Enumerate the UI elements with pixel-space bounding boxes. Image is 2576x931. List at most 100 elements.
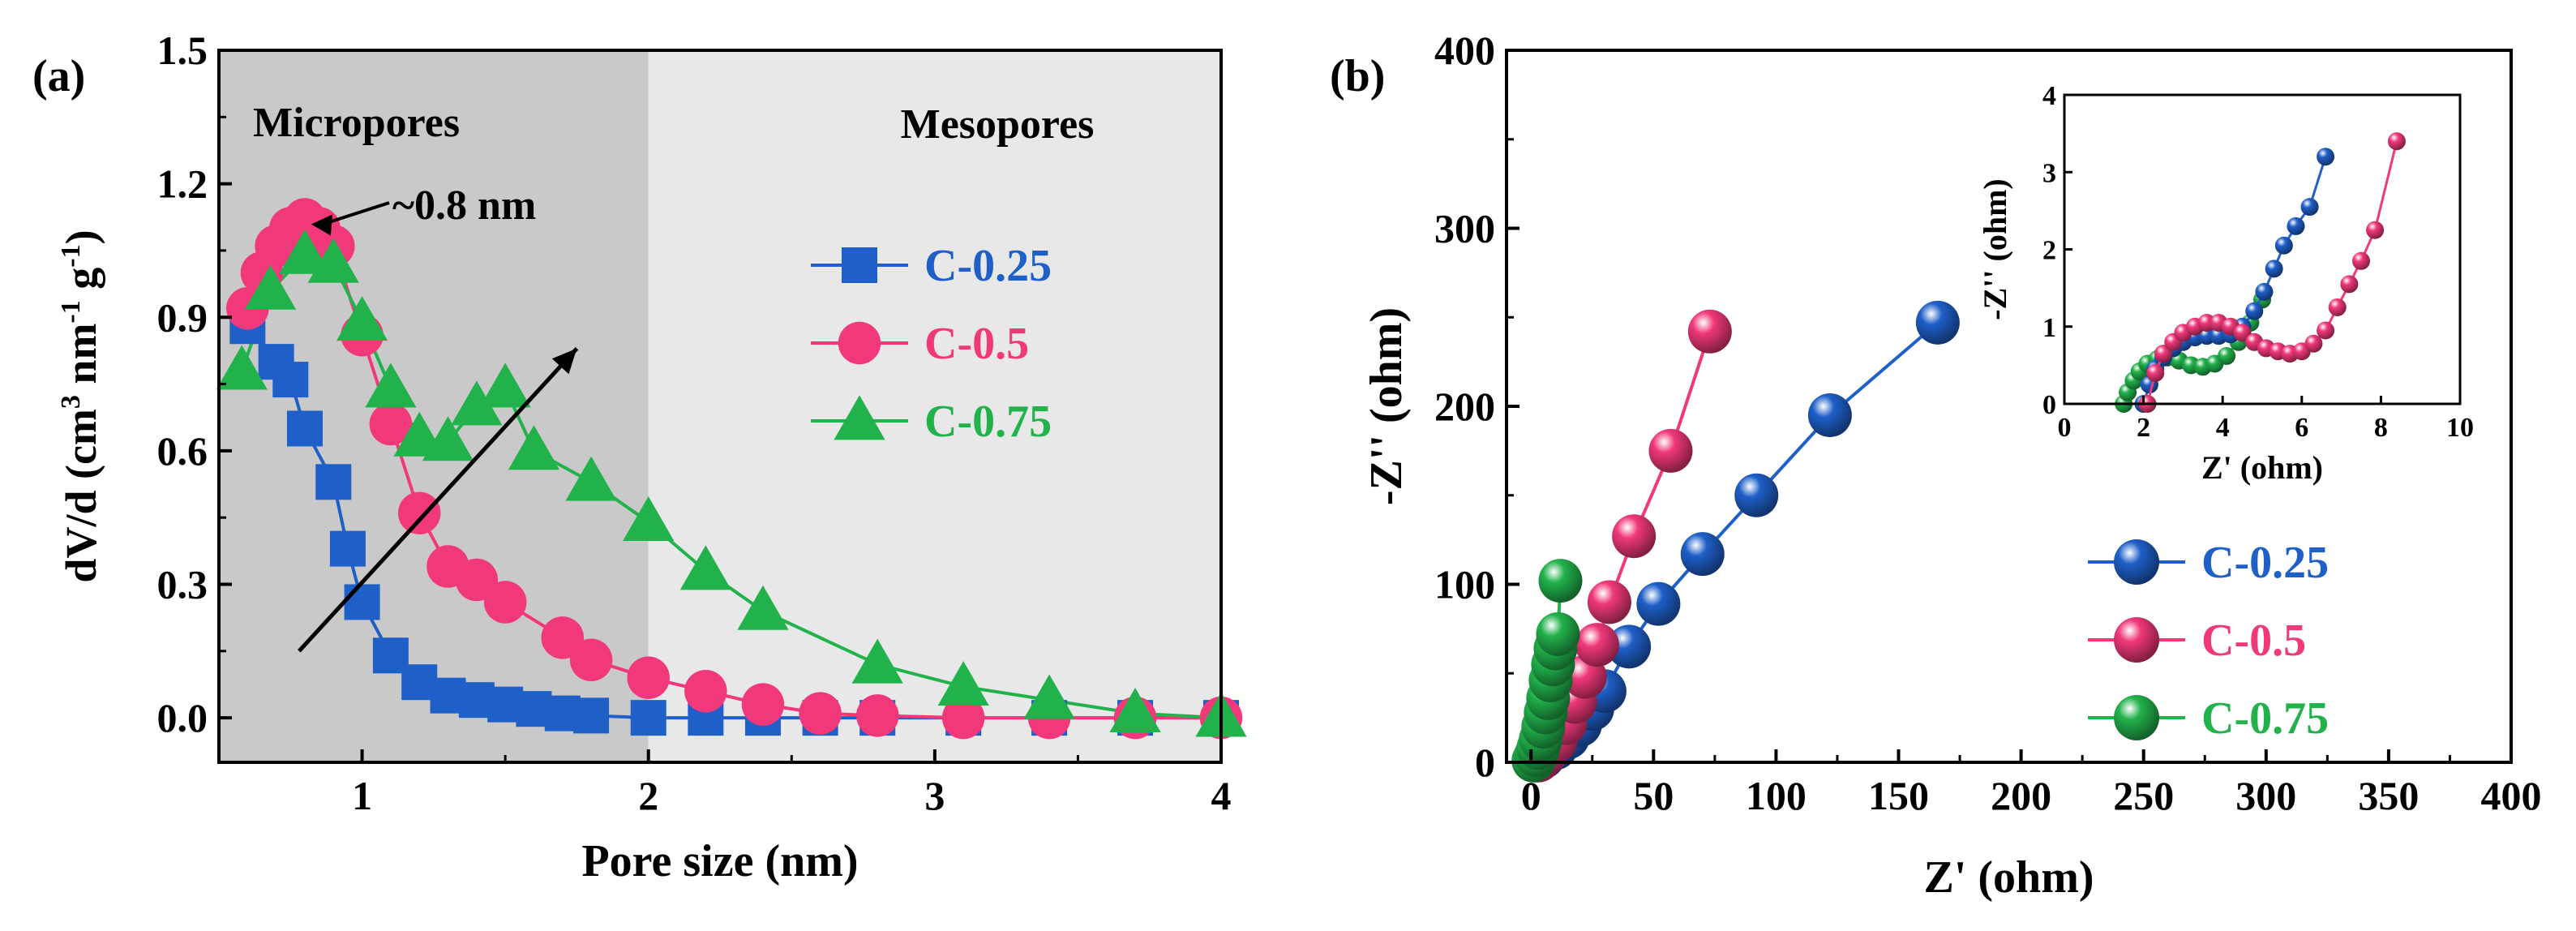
panel-a-label: (a)	[32, 51, 85, 101]
region-label-micropores: Micropores	[253, 100, 460, 146]
plot-frame	[217, 49, 1223, 764]
inset-data-point-C-0.25	[2300, 198, 2319, 217]
inset-data-point-C-0.5	[2328, 298, 2347, 316]
legend-marker-C-0.25	[2114, 539, 2159, 585]
x-tick-label: 150	[1868, 773, 1929, 818]
y-axis-label-part: -1	[56, 244, 86, 267]
y-tick-label: 200	[1434, 384, 1495, 429]
inset-y-tick-label: 2	[2042, 236, 2056, 266]
data-point-C-0.25	[573, 697, 610, 734]
data-point-C-0.5	[741, 683, 785, 726]
data-point-C-0.5	[627, 656, 670, 699]
inset-data-point-C-0.25	[2317, 148, 2335, 166]
data-point-C-0.5	[1648, 428, 1693, 473]
data-point-C-0.5	[1575, 623, 1619, 667]
panel-b-label: (b)	[1330, 51, 1385, 101]
inset-data-point-C-0.5	[2340, 275, 2359, 294]
inset-data-point-C-0.5	[2146, 363, 2165, 382]
inset-y-tick-label: 4	[2042, 81, 2056, 111]
y-tick-label: 0.3	[157, 562, 208, 607]
inset-data-point-C-0.5	[2317, 321, 2335, 340]
data-point-C-0.75	[565, 456, 617, 501]
y-tick-label: 0.6	[157, 428, 208, 474]
data-point-C-0.25	[315, 464, 352, 500]
x-axis-label: Pore size (nm)	[581, 836, 858, 886]
y-tick-label: 1.5	[157, 28, 208, 73]
trend-arrow-line	[298, 346, 579, 653]
x-tick-label: 2	[638, 773, 658, 818]
y-axis-label-part: nm	[57, 324, 105, 396]
data-point-C-0.75	[336, 296, 388, 341]
data-point-C-0.75	[307, 238, 359, 283]
y-axis-label-part: 3	[56, 395, 86, 409]
nyquist-inset-chart: 0 2 4 6 8 10 0 1 2 3 4 Z' (ohm) -Z'' (ohm)	[1977, 81, 2474, 486]
x-tick-label: 0	[1521, 773, 1541, 818]
data-point-C-0.5	[541, 616, 585, 659]
data-point-C-0.75	[508, 425, 560, 470]
legend-label-C-0.25: C-0.25	[924, 241, 1052, 291]
x-tick-label: 350	[2358, 773, 2419, 818]
y-tick-label: 0.9	[157, 294, 208, 340]
data-point-C-0.75	[479, 363, 531, 408]
y-axis-label: -Z'' (ohm)	[1361, 307, 1412, 505]
data-point-C-0.25	[329, 530, 366, 567]
data-point-C-0.5	[397, 491, 441, 534]
inset-y-axis-label: -Z'' (ohm)	[1977, 178, 2013, 320]
inset-y-tick-label: 3	[2042, 158, 2056, 188]
y-axis-label: dV/d (cm3 nm-1 g-1)	[56, 230, 105, 582]
inset-data-point-C-0.25	[2287, 217, 2305, 235]
data-point-C-0.75	[422, 416, 474, 461]
data-point-C-0.75	[1109, 688, 1161, 733]
data-point-C-0.75	[451, 380, 503, 426]
region-mesopores	[648, 50, 1221, 762]
inset-data-point-C-0.75	[2218, 346, 2236, 365]
y-tick-label: 0.0	[157, 695, 208, 740]
data-point-C-0.5	[455, 558, 499, 602]
data-point-C-0.75	[623, 496, 675, 542]
legend-marker-C-0.25	[842, 247, 877, 283]
data-point-C-0.5	[941, 696, 985, 740]
data-point-C-0.25	[272, 362, 309, 398]
inset-x-tick-label: 0	[2058, 413, 2072, 443]
y-tick-label: 400	[1434, 28, 1495, 73]
data-point-C-0.25	[1607, 624, 1652, 669]
x-tick-label: 4	[1211, 773, 1232, 818]
x-tick-label: 50	[1633, 773, 1674, 818]
inset-data-point-C-0.25	[2245, 302, 2264, 320]
y-tick-label: 1.2	[157, 161, 208, 207]
inset-data-point-C-0.5	[2154, 345, 2172, 363]
data-point-C-0.5	[855, 694, 899, 737]
region-label-mesopores: Mesopores	[901, 101, 1095, 148]
data-point-C-0.5	[369, 402, 413, 446]
y-tick-label: 0	[1475, 740, 1495, 785]
x-tick-label: 3	[924, 773, 945, 818]
y-tick-label: 300	[1434, 206, 1495, 251]
x-tick-label: 200	[1991, 773, 2051, 818]
inset-data-point-C-0.5	[2352, 251, 2370, 270]
data-point-C-0.25	[1680, 532, 1725, 577]
inset-data-point-C-0.25	[2255, 282, 2274, 301]
data-point-C-0.5	[799, 692, 842, 735]
y-axis-label-part: -1	[56, 300, 86, 323]
x-axis-label: Z' (ohm)	[1924, 852, 2094, 903]
annotation-pointer-line	[322, 201, 390, 226]
x-tick-label: 300	[2235, 773, 2296, 818]
inset-data-point-C-0.5	[2366, 221, 2385, 239]
data-point-C-0.75	[937, 661, 989, 706]
annotation-pointer-head	[311, 214, 332, 236]
legend-marker-C-0.5	[838, 321, 881, 365]
inset-x-tick-label: 6	[2295, 413, 2308, 443]
x-tick-label: 1	[352, 773, 372, 818]
y-axis-label-part: dV/d (cm	[57, 409, 105, 583]
inset-x-tick-label: 2	[2137, 413, 2150, 443]
nyquist-chart: 0 50 100 150 200 250 300 350 4000100200300400Z' …	[1361, 28, 2542, 903]
data-point-C-0.75	[851, 638, 903, 684]
inset-y-tick-label: 0	[2042, 390, 2056, 420]
x-tick-label: 100	[1746, 773, 1807, 818]
data-point-C-0.25	[286, 410, 323, 447]
data-point-C-0.75	[365, 363, 417, 408]
data-point-C-0.5	[1587, 580, 1631, 624]
data-point-C-0.5	[1612, 514, 1657, 559]
legend-marker-C-0.75	[2114, 695, 2159, 740]
legend-label-C-0.25: C-0.25	[2201, 538, 2329, 588]
